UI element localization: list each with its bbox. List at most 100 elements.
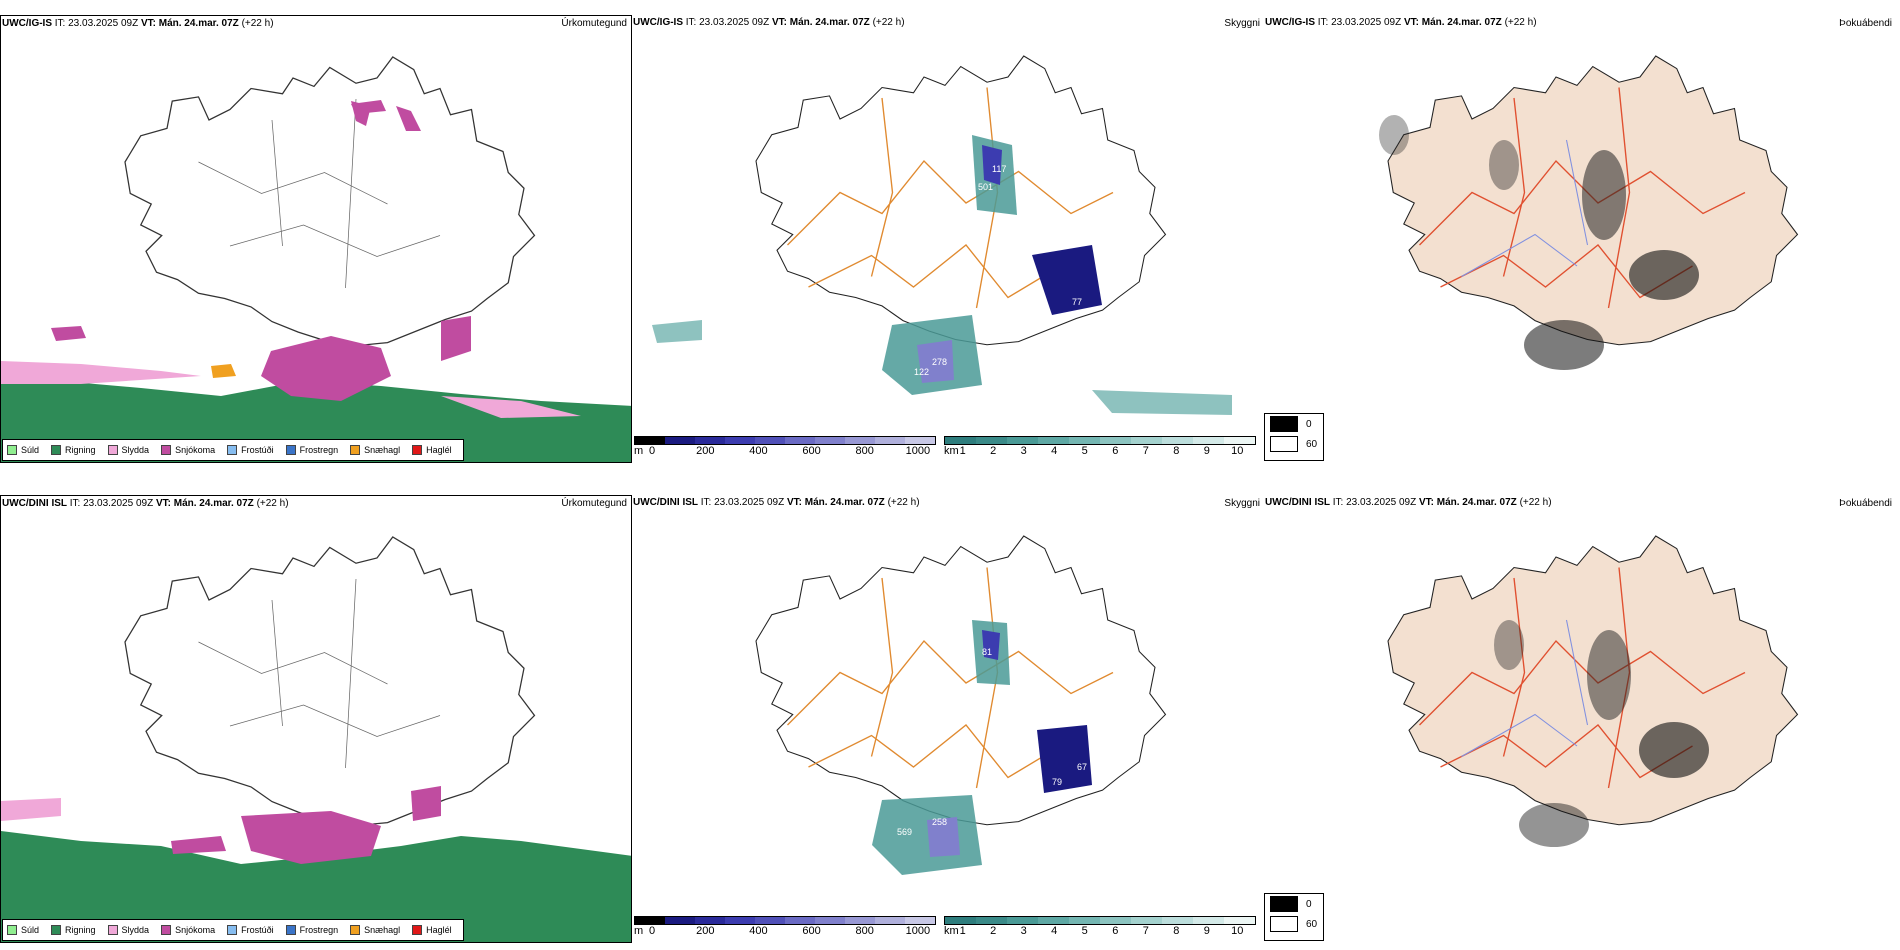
panel-title: UWC/IG-IS IT: 23.03.2025 09Z VT: Mán. 24… [1265, 17, 1537, 28]
panel-title: UWC/IG-IS IT: 23.03.2025 09Z VT: Mán. 24… [633, 17, 905, 28]
colorbar-segment [665, 917, 695, 924]
colorbar-segment [1007, 437, 1038, 444]
colorbar-tick: 7 [1142, 925, 1149, 937]
ceiling-colorbar: m 0 200 400 600 800 1000 [634, 916, 936, 937]
legend-item-snjokoma: Snjókoma [161, 925, 215, 935]
colorbar-segment [1007, 917, 1038, 924]
colorbar-segment [785, 917, 815, 924]
colorbar-segment [845, 917, 875, 924]
colorbar-tick: 9 [1203, 445, 1210, 457]
colorbar-tick: 0 [649, 925, 656, 937]
colorbar-tick: 9 [1203, 925, 1210, 937]
visibility-map: 501 117 77 278 122 [652, 55, 1232, 415]
colorbar-tick: 10 [1231, 445, 1244, 457]
legend-item-rigning: Rigning [51, 925, 96, 935]
vis-label: 122 [914, 367, 929, 377]
colorbar-segment [725, 917, 755, 924]
colorbar-segment [785, 437, 815, 444]
visibility-colorbar: km 1 2 3 4 5 6 7 8 9 10 [944, 436, 1256, 457]
legend-item-sudl: Súld [7, 925, 39, 935]
vis-label: 79 [1052, 777, 1062, 787]
colorbar-segment [1038, 917, 1069, 924]
colorbar-segment [1069, 917, 1100, 924]
colorbar-tick: 400 [749, 925, 768, 937]
colorbar-segment [815, 917, 845, 924]
colorbar-segment [1038, 437, 1069, 444]
precip-type-legend: Súld Rigning Slydda Snjókoma Frostúði Fr… [2, 919, 464, 941]
vis-label: 67 [1077, 762, 1087, 772]
colorbar-tick: 3 [1020, 445, 1027, 457]
colorbar-segment [875, 917, 905, 924]
colorbar-tick: 5 [1081, 925, 1088, 937]
legend-item-haglel: Haglél [412, 925, 452, 935]
colorbar-tick: 4 [1051, 925, 1058, 937]
legend-item-snjokoma: Snjókoma [161, 445, 215, 455]
colorbar-tick: 200 [696, 445, 715, 457]
colorbar-segment [1193, 437, 1224, 444]
colorbar-segment [665, 437, 695, 444]
colorbar-tick: 8 [1173, 925, 1180, 937]
colorbar-segment [945, 917, 976, 924]
param-name: Þokuábendi [1839, 498, 1892, 509]
legend-item-slydda: Slydda [107, 925, 149, 935]
vis-label: 81 [982, 647, 992, 657]
colorbar-segment [635, 917, 665, 924]
colorbar-tick: 6 [1112, 445, 1119, 457]
colorbar-segment [695, 917, 725, 924]
colorbar-segment [725, 437, 755, 444]
precip-type-map [1, 56, 631, 462]
colorbar-tick: 4 [1051, 445, 1058, 457]
colorbar-tick: 2 [990, 445, 997, 457]
colorbar-tick: 1 [959, 445, 966, 457]
panel-title: UWC/IG-IS IT: 23.03.2025 09Z VT: Mán. 24… [2, 18, 274, 29]
legend-item-frostudi: Frostúði [227, 445, 274, 455]
colorbar-tick: 7 [1142, 445, 1149, 457]
legend-item-sudl: Súld [7, 445, 39, 455]
colorbar-segment [635, 437, 665, 444]
colorbar-tick: 800 [855, 445, 874, 457]
param-name: Úrkomutegund [561, 18, 627, 29]
colorbar-segment [905, 917, 935, 924]
colorbar-tick: 2 [990, 925, 997, 937]
colorbar-tick: 400 [749, 445, 768, 457]
colorbar-unit: m [634, 925, 644, 937]
colorbar-tick: 600 [802, 925, 821, 937]
colorbar-segment [1131, 917, 1162, 924]
colorbar-unit: km [944, 925, 959, 937]
colorbar-unit: m [634, 445, 644, 457]
colorbar-tick: 6 [1112, 925, 1119, 937]
colorbar-segment [976, 437, 1007, 444]
colorbar-segment [1131, 437, 1162, 444]
colorbar-tick: 0 [649, 445, 656, 457]
colorbar-tick: 10 [1231, 925, 1244, 937]
panel-title: UWC/DINI ISL IT: 23.03.2025 09Z VT: Mán.… [633, 497, 920, 508]
ceiling-colorbar: m 0 200 400 600 800 1000 [634, 436, 936, 457]
fog-legend-item: 0 [1265, 414, 1323, 434]
colorbar-tick: 1000 [905, 925, 931, 937]
visibility-colorbar: km 1 2 3 4 5 6 7 8 9 10 [944, 916, 1256, 937]
legend-item-slydda: Slydda [107, 445, 149, 455]
colorbar-tick: 8 [1173, 445, 1180, 457]
colorbar-tick: 600 [802, 445, 821, 457]
visibility-panel-bottom: UWC/DINI ISL IT: 23.03.2025 09Z VT: Mán.… [632, 495, 1264, 943]
fog-panel-bottom: UWC/DINI ISL IT: 23.03.2025 09Z VT: Mán.… [1264, 495, 1900, 943]
colorbar-tick: 800 [855, 925, 874, 937]
colorbar-segment [945, 437, 976, 444]
vis-label: 77 [1072, 297, 1082, 307]
panel-title: UWC/DINI ISL IT: 23.03.2025 09Z VT: Mán.… [1265, 497, 1552, 508]
colorbar-segment [815, 437, 845, 444]
colorbar-segment [1162, 917, 1193, 924]
colorbar-segment [755, 437, 785, 444]
vis-label: 278 [932, 357, 947, 367]
fog-legend: 0 60 [1264, 413, 1324, 461]
colorbar-segment [976, 917, 1007, 924]
legend-item-frostregn: Frostregn [285, 445, 338, 455]
vis-label: 258 [932, 817, 947, 827]
colorbar-tick: 1000 [905, 445, 931, 457]
colorbar-segment [1069, 437, 1100, 444]
colorbar-segment [1162, 437, 1193, 444]
visibility-panel-top: UWC/IG-IS IT: 23.03.2025 09Z VT: Mán. 24… [632, 15, 1264, 463]
vis-label: 117 [992, 164, 1006, 174]
colorbar-segment [1100, 437, 1131, 444]
legend-item-snaehagl: Snæhagl [350, 445, 400, 455]
